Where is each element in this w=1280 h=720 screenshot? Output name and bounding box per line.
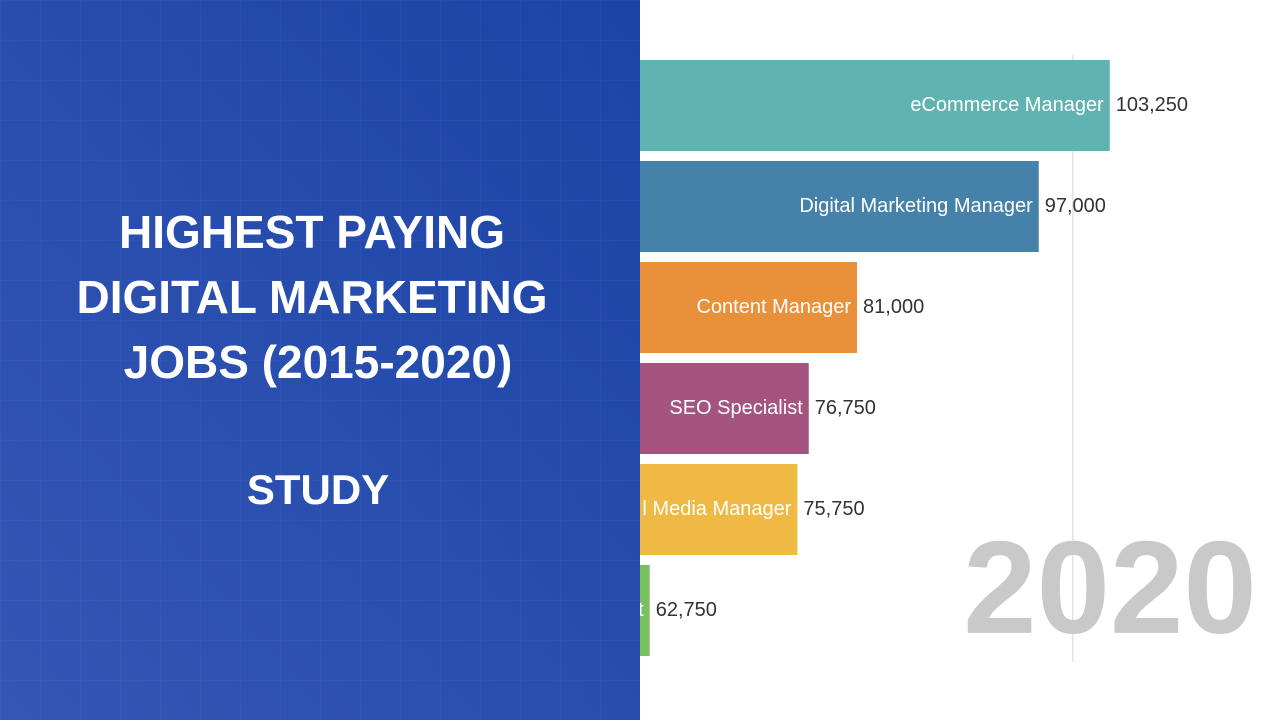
title-line: JOBS (2015-2020) [124, 336, 513, 388]
bar-label: l Media Manager [642, 498, 791, 520]
title-line: HIGHEST PAYING [119, 206, 505, 258]
bar-label: Digital Marketing Manager [799, 195, 1033, 217]
subtitle: STUDY [247, 466, 389, 513]
panel-grid [0, 0, 640, 720]
value-label: 103,250 [1116, 94, 1188, 116]
value-label: 62,750 [656, 599, 717, 621]
bar-label: eCommerce Manager [910, 94, 1104, 116]
bar-label: SEO Specialist [669, 397, 803, 419]
value-label: 81,000 [863, 296, 924, 318]
bar-label: Content Manager [696, 296, 851, 318]
year-annotation: 2020 [963, 514, 1257, 661]
title-line: DIGITAL MARKETING [76, 271, 547, 323]
value-label: 76,750 [815, 397, 876, 419]
bar-label: t [638, 599, 644, 621]
value-label: 75,750 [803, 498, 864, 520]
value-label: 97,000 [1045, 195, 1106, 217]
title: HIGHEST PAYING DIGITAL MARKETING JOBS (2… [76, 206, 547, 388]
